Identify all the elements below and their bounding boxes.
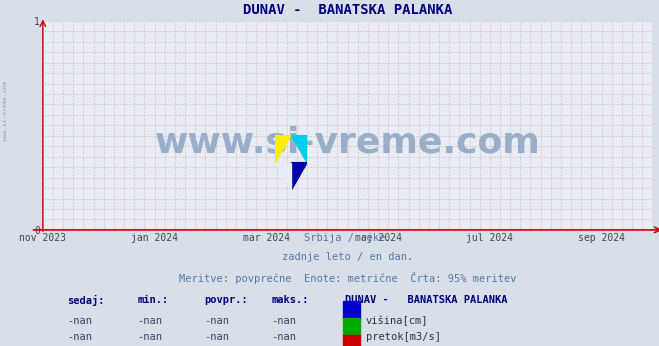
Text: -nan: -nan bbox=[137, 316, 162, 326]
Text: maks.:: maks.: bbox=[272, 295, 309, 305]
Polygon shape bbox=[275, 135, 291, 163]
Text: www.si-vreme.com: www.si-vreme.com bbox=[155, 125, 540, 159]
Bar bbox=[343, 335, 360, 346]
Text: zadnje leto / en dan.: zadnje leto / en dan. bbox=[282, 253, 413, 263]
Bar bbox=[343, 318, 360, 336]
Polygon shape bbox=[291, 163, 307, 190]
Text: sedaj:: sedaj: bbox=[67, 295, 105, 306]
Text: -nan: -nan bbox=[204, 316, 229, 326]
Title: DUNAV -  BANATSKA PALANKA: DUNAV - BANATSKA PALANKA bbox=[243, 3, 452, 17]
Text: www.si-vreme.com: www.si-vreme.com bbox=[3, 81, 9, 141]
Text: -nan: -nan bbox=[67, 316, 92, 326]
Polygon shape bbox=[291, 135, 307, 163]
Polygon shape bbox=[275, 163, 291, 190]
Text: -nan: -nan bbox=[272, 333, 297, 343]
Text: min.:: min.: bbox=[137, 295, 169, 305]
Text: -nan: -nan bbox=[272, 316, 297, 326]
Bar bbox=[343, 301, 360, 319]
Text: DUNAV -   BANATSKA PALANKA: DUNAV - BANATSKA PALANKA bbox=[345, 295, 507, 305]
Text: višina[cm]: višina[cm] bbox=[366, 316, 428, 326]
Text: pretok[m3/s]: pretok[m3/s] bbox=[366, 333, 441, 343]
Text: Meritve: povprečne  Enote: metrične  Črta: 95% meritev: Meritve: povprečne Enote: metrične Črta:… bbox=[179, 272, 517, 284]
Text: Srbija / reke.: Srbija / reke. bbox=[304, 233, 391, 243]
Text: -nan: -nan bbox=[137, 333, 162, 343]
Text: -nan: -nan bbox=[67, 333, 92, 343]
Text: -nan: -nan bbox=[204, 333, 229, 343]
Text: povpr.:: povpr.: bbox=[204, 295, 248, 305]
